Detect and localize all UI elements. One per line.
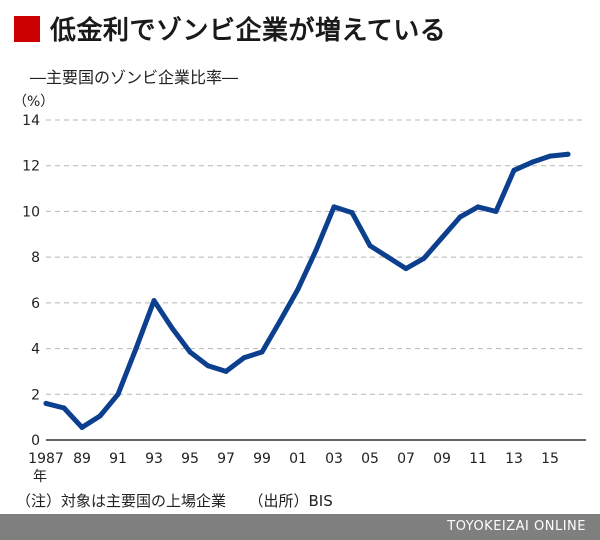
x-year-suffix: 年 <box>33 469 47 485</box>
y-tick-label: 10 <box>22 204 40 220</box>
footer-bar: TOYOKEIZAI ONLINE <box>0 514 600 540</box>
y-tick-label: 4 <box>31 342 40 358</box>
credit-text: TOYOKEIZAI ONLINE <box>447 519 586 534</box>
y-tick-label: 6 <box>31 296 40 312</box>
x-tick-label: 07 <box>397 451 415 467</box>
x-tick-label: 97 <box>217 451 235 467</box>
title-row: 低金利でゾンビ企業が増えている <box>14 10 446 47</box>
x-tick-label: 91 <box>109 451 127 467</box>
source-note: （注）対象は主要国の上場企業 （出所）BIS <box>16 492 333 510</box>
data-point <box>421 255 427 261</box>
x-tick-label: 05 <box>361 451 379 467</box>
title-accent-square <box>14 15 40 42</box>
data-point <box>331 204 337 210</box>
data-point <box>547 153 553 159</box>
data-point <box>79 424 85 430</box>
data-point <box>61 405 67 411</box>
data-point <box>403 266 409 272</box>
y-tick-label: 2 <box>31 387 40 403</box>
x-tick-label: 15 <box>541 451 559 467</box>
data-point <box>565 151 571 157</box>
x-tick-label: 13 <box>505 451 523 467</box>
data-point <box>529 159 535 165</box>
series-line-0 <box>43 151 571 430</box>
x-tick-labels: 1987 89 91 93 95 97 99 01 03 05 07 09 11 13 15 年 <box>28 451 559 485</box>
series-layer <box>43 151 571 430</box>
y-tick-labels: 0 2 4 6 8 10 12 14 <box>22 113 40 449</box>
x-tick-label: 99 <box>253 451 271 467</box>
grid-layer <box>46 119 586 441</box>
data-point <box>259 349 265 355</box>
data-point <box>295 286 301 292</box>
data-point <box>151 298 157 304</box>
x-tick-label: 03 <box>325 451 343 467</box>
y-unit-label: （%） <box>13 94 54 110</box>
data-point <box>169 325 175 331</box>
data-point <box>43 400 49 406</box>
y-tick-label: 0 <box>31 433 40 449</box>
x-tick-label: 01 <box>289 451 307 467</box>
y-tick-label: 14 <box>22 113 40 129</box>
x-tick-label: 09 <box>433 451 451 467</box>
y-tick-label: 12 <box>22 159 40 175</box>
data-point <box>367 243 373 249</box>
data-point <box>97 413 103 419</box>
line-chart: （%） 0 2 4 6 8 10 12 14 1987 89 91 93 95 97 99 01 03 05 07… <box>13 94 586 485</box>
data-point <box>385 254 391 260</box>
data-point <box>187 349 193 355</box>
data-point <box>475 204 481 210</box>
data-point <box>349 210 355 216</box>
data-point <box>493 208 499 214</box>
x-tick-label: 89 <box>73 451 91 467</box>
data-point <box>205 363 211 369</box>
data-point <box>511 167 517 173</box>
data-point <box>133 346 139 352</box>
x-tick-label: 95 <box>181 451 199 467</box>
page-title: 低金利でゾンビ企業が増えている <box>50 16 447 46</box>
x-tick-label: 93 <box>145 451 163 467</box>
data-point <box>439 235 445 241</box>
x-tick-label: 1987 <box>28 451 64 467</box>
y-tick-label: 8 <box>31 250 40 266</box>
data-point <box>277 318 283 324</box>
chart-subtitle: ―主要国のゾンビ企業比率― <box>30 68 239 87</box>
data-point <box>241 355 247 361</box>
data-point <box>457 214 463 220</box>
x-tick-label: 11 <box>469 451 487 467</box>
data-point <box>313 247 319 253</box>
data-point <box>115 391 121 397</box>
data-point <box>223 368 229 374</box>
